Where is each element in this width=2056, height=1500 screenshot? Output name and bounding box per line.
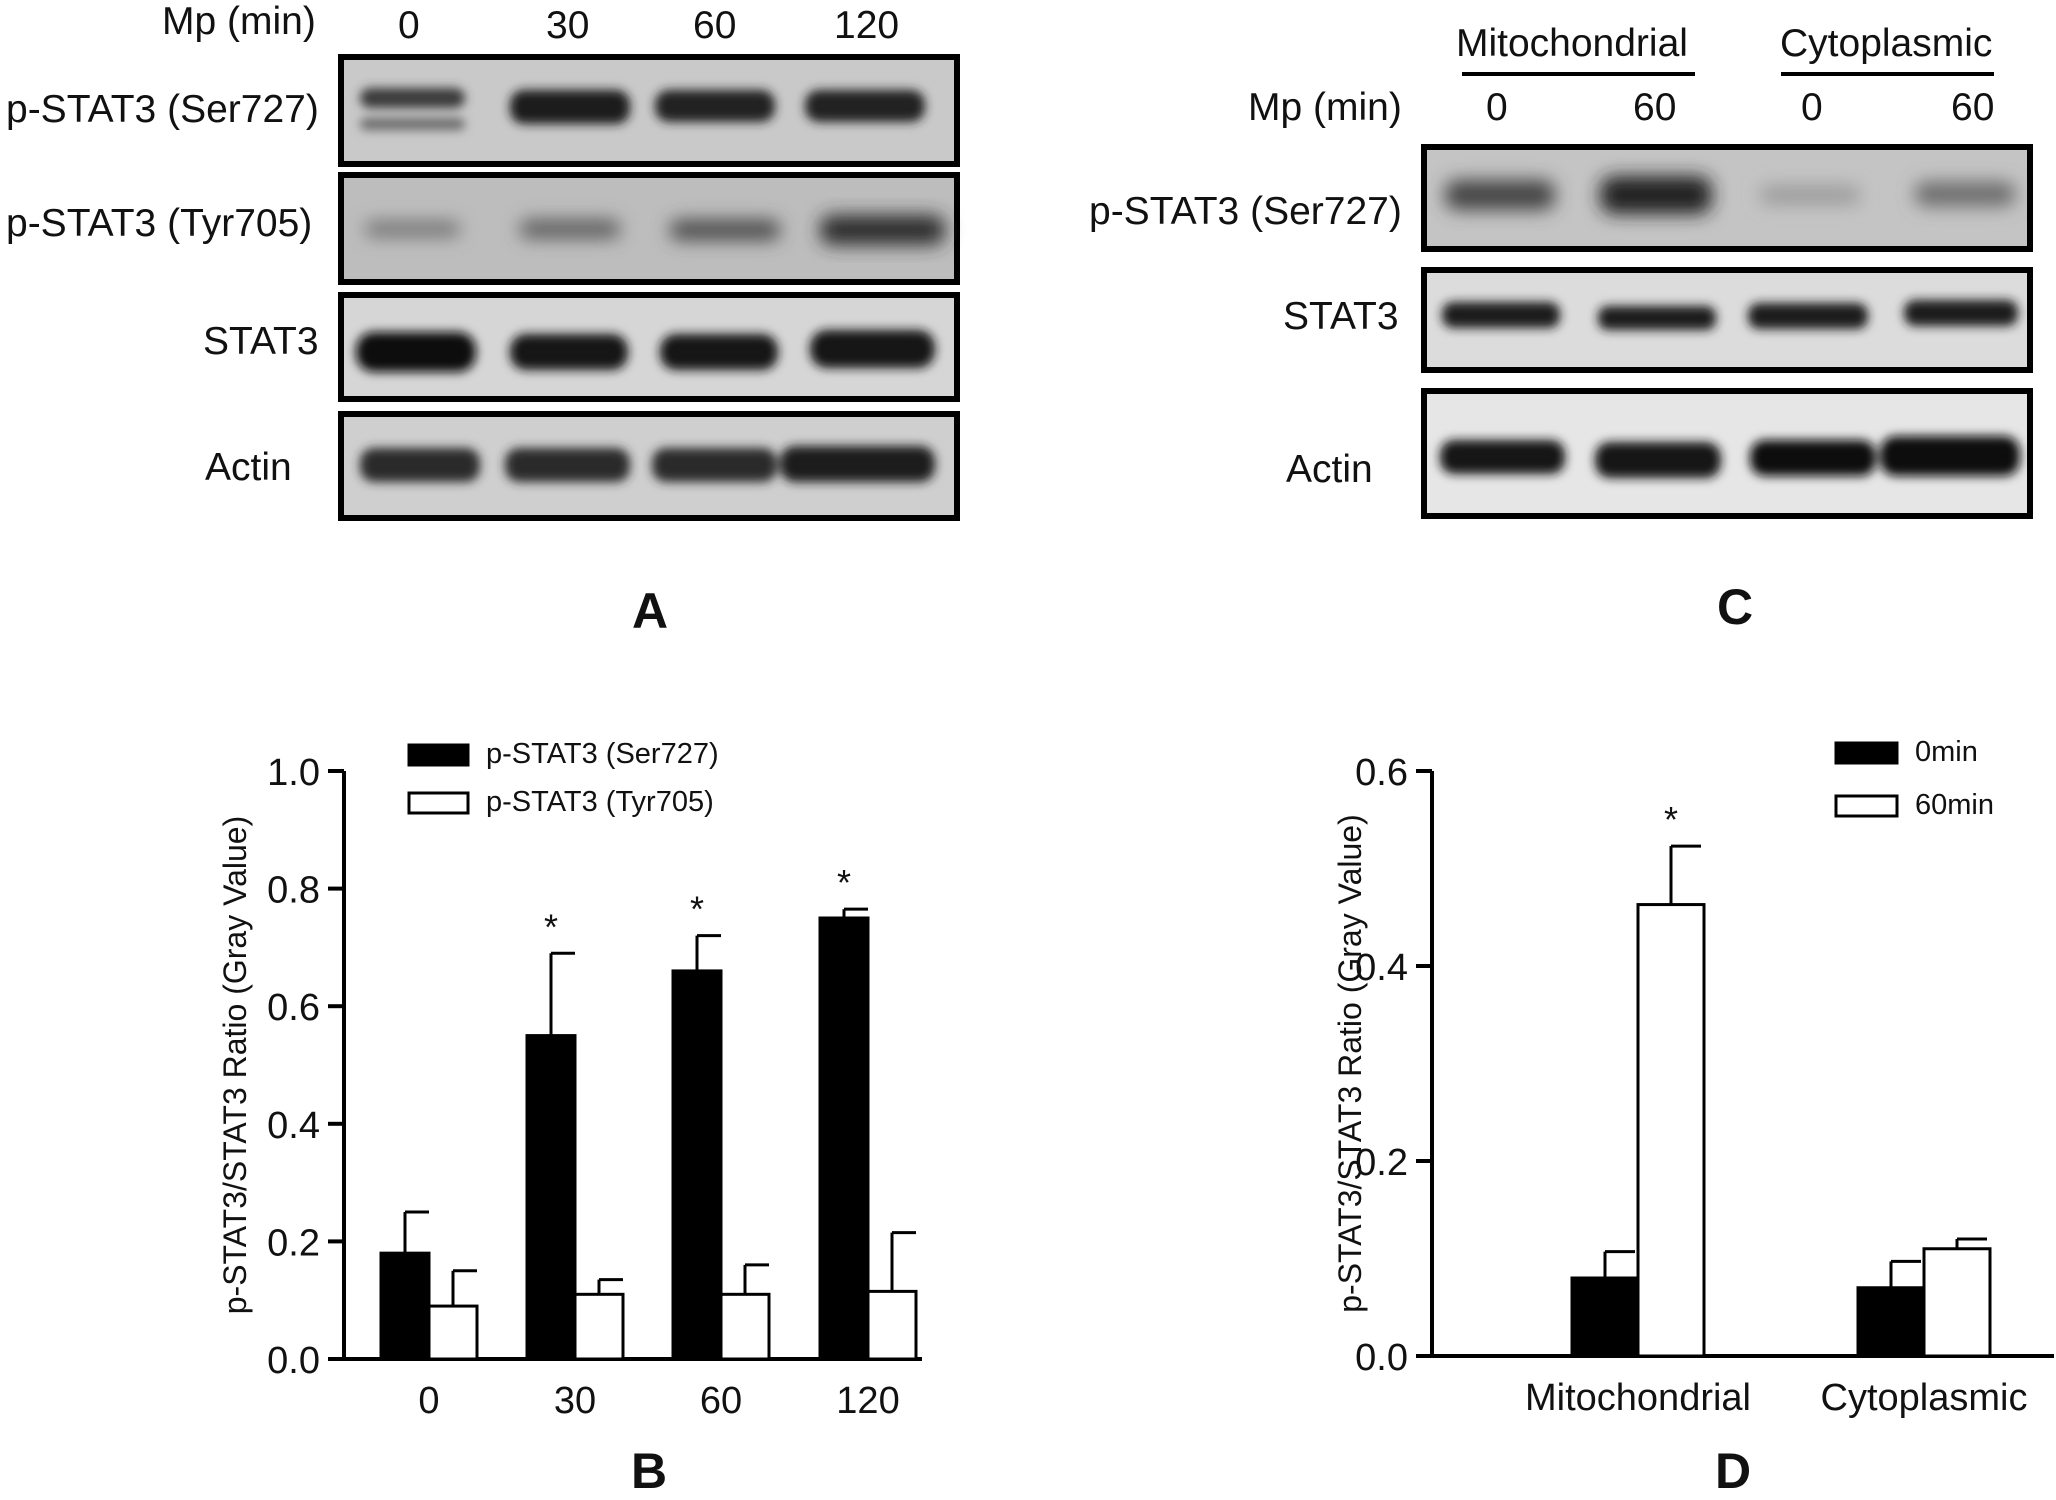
panel-c-lane-label: 60 [1633,86,1677,129]
x-tick-label: 60 [700,1380,742,1422]
y-tick-label: 0.4 [1355,947,1408,989]
y-tick-label: 0.2 [267,1222,320,1264]
panel-c-row-label: Actin [1286,448,1373,491]
legend-swatch [407,743,470,767]
bar [866,1289,918,1361]
panel-a-lane-label: 0 [398,4,420,47]
legend-label: p-STAT3 (Tyr705) [486,786,714,818]
bar [1922,1247,1992,1358]
panel-a-mp-label: Mp (min) [162,0,316,43]
bar [719,1292,771,1361]
x-tick-label: Mitochondrial [1525,1377,1751,1419]
significance-marker: * [544,906,558,947]
panel-a-row-label: STAT3 [203,320,319,363]
panel-c-fraction-label: Cytoplasmic [1780,22,1993,65]
significance-marker: * [837,862,851,903]
legend-swatch [1834,741,1899,765]
panel-c-row-label: p-STAT3 (Ser727) [1089,190,1402,233]
panel-a-blot-ser727 [338,54,960,167]
panel-a-row-label: Actin [205,446,292,489]
panel-c-blot-stat3 [1421,267,2033,373]
panel-a-letter: A [632,583,669,639]
panel-a-blot-stat3 [338,292,960,402]
panel-a-row-label: p-STAT3 (Tyr705) [6,202,313,245]
legend-label: 0min [1915,736,1978,768]
panel-c-row-label: STAT3 [1283,295,1399,338]
bar [671,969,723,1361]
bar [1570,1276,1640,1358]
y-tick-label: 1.0 [267,752,320,794]
y-tick-label: 0.0 [267,1340,320,1382]
legend-swatch [1834,794,1899,818]
y-tick-label: 0.4 [267,1105,320,1147]
y-tick-label: 0.8 [267,870,320,912]
bar [427,1304,479,1361]
panel-d-letter: D [1715,1443,1752,1499]
bar [1636,903,1706,1358]
y-tick-label: 0.6 [267,987,320,1029]
y-tick-label: 0.0 [1355,1337,1408,1379]
panel-c-lane-label: 0 [1486,86,1508,129]
x-tick-label: 30 [554,1380,596,1422]
panel-c-lane-label: 0 [1801,86,1823,129]
x-tick-label: 0 [418,1380,439,1422]
bar [525,1034,577,1361]
panel-a-blot-actin [338,411,960,521]
bar [818,916,870,1361]
y-axis-label: p-STAT3/STAT3 Ratio (Gray Value) [217,816,253,1315]
panel-c-fraction-label: Mitochondrial [1456,22,1688,65]
y-tick-label: 0.6 [1355,752,1408,794]
legend-label: 60min [1915,789,1994,821]
x-tick-label: Cytoplasmic [1821,1377,2028,1419]
bar [1856,1286,1926,1358]
legend-swatch [407,791,470,815]
panel-c-blot-actin [1421,388,2033,519]
panel-c-blot-ser727 [1421,144,2033,252]
significance-marker: * [1664,799,1678,840]
significance-marker: * [690,889,704,930]
y-tick-label: 0.2 [1355,1142,1408,1184]
panel-c-letter: C [1717,579,1754,635]
panel-a-lane-label: 60 [693,4,737,47]
y-axis-label: p-STAT3/STAT3 Ratio (Gray Value) [1332,814,1368,1313]
legend-label: p-STAT3 (Ser727) [486,738,719,770]
x-tick-label: 120 [836,1380,899,1422]
panel-c-lane-label: 60 [1951,86,1995,129]
panel-a-blot-tyr705 [338,172,960,285]
panel-a-lane-label: 30 [546,4,590,47]
panel-c-mp-label: Mp (min) [1248,86,1402,129]
panel-a-lane-label: 120 [834,4,900,47]
bar [573,1292,625,1361]
panel-a-row-label: p-STAT3 (Ser727) [6,88,319,131]
